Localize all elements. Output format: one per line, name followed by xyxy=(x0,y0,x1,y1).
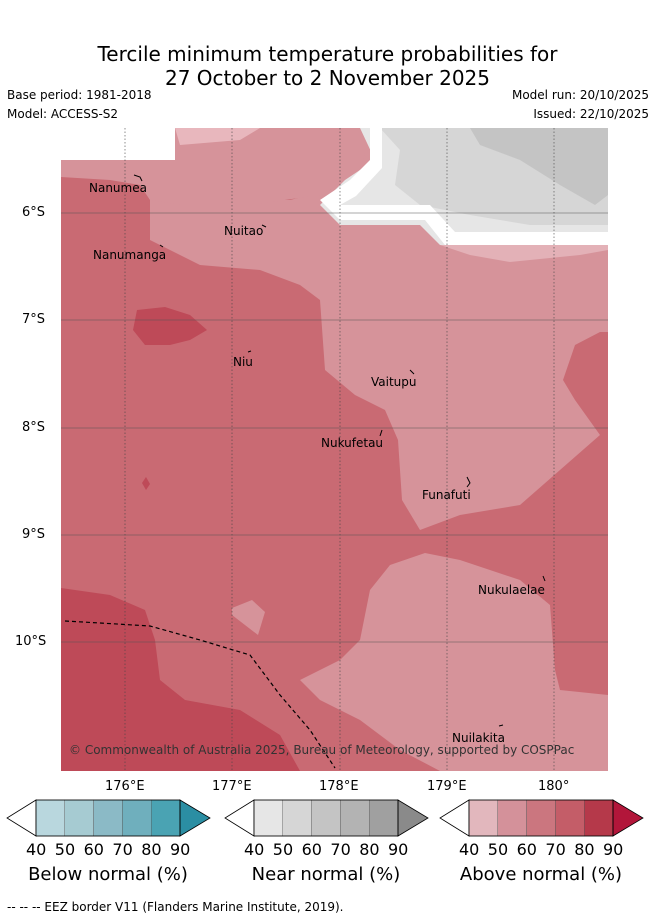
colorbar-above-cell xyxy=(584,799,614,837)
lon-label: 179°E xyxy=(427,779,467,794)
model-name: Model: ACCESS-S2 xyxy=(7,107,119,121)
lon-label: 178°E xyxy=(319,779,359,794)
colorbar-above-tick: 40 xyxy=(459,840,480,859)
lon-label: 176°E xyxy=(105,779,145,794)
place-nanumanga: Nanumanga xyxy=(93,248,167,262)
colorbar-near-tick: 90 xyxy=(388,840,409,859)
region-above-80-patch xyxy=(133,307,207,345)
region-above-60-patch xyxy=(232,600,265,635)
place-nuilakita: Nuilakita xyxy=(452,731,505,745)
region-near-60 xyxy=(470,128,608,205)
colorbar-below-cell xyxy=(122,799,152,837)
colorbar-near-cell xyxy=(253,799,283,837)
colorbar-above-cell xyxy=(468,799,498,837)
colorbar-near xyxy=(224,799,429,837)
colorbar-near-cell xyxy=(282,799,312,837)
model-run: Model run: 20/10/2025 xyxy=(511,88,649,102)
missing-data-band xyxy=(320,128,608,245)
region-above-80-dot xyxy=(142,477,150,490)
place-nuitao: Nuitao xyxy=(224,224,264,238)
colorbar-near-tick: 60 xyxy=(301,840,322,859)
lat-label: 8°S xyxy=(22,420,46,435)
probability-map xyxy=(61,128,608,771)
colorbar-above-tick: 80 xyxy=(574,840,595,859)
colorbar-near-cell xyxy=(311,799,341,837)
lat-label: 9°S xyxy=(22,527,46,542)
colorbar-above xyxy=(439,799,644,837)
colorbar-near-title: Near normal (%) xyxy=(251,864,401,885)
colorbar-near-cell xyxy=(369,799,399,837)
lat-label: 7°S xyxy=(22,312,46,327)
colorbar-below-tick: 80 xyxy=(141,840,162,859)
colorbar-near-max-arrow xyxy=(397,799,429,837)
colorbar-below-title: Below normal (%) xyxy=(28,864,188,885)
place-funafuti: Funafuti xyxy=(422,488,471,502)
place-nukulaelae: Nukulaelae xyxy=(478,583,545,597)
region-above-80-southwest xyxy=(61,588,300,771)
colorbar-below-tick: 40 xyxy=(26,840,47,859)
lat-label: 6°S xyxy=(22,205,46,220)
colorbar-near-tick: 70 xyxy=(330,840,351,859)
colorbar-above-cell xyxy=(555,799,585,837)
colorbar-near-tick: 40 xyxy=(244,840,265,859)
place-vaitupu: Vaitupu xyxy=(371,375,417,389)
issued-date: Issued: 22/10/2025 xyxy=(533,107,649,121)
copyright-notice: © Commonwealth of Australia 2025, Bureau… xyxy=(69,743,575,757)
island-marks xyxy=(133,174,546,727)
lat-label: 10°S xyxy=(15,634,47,649)
eez-border xyxy=(64,620,336,769)
colorbar-below-cell xyxy=(64,799,94,837)
colorbar-above-tick: 90 xyxy=(603,840,624,859)
colorbar-above-tick: 50 xyxy=(487,840,509,859)
eez-footnote: -- -- -- EEZ border V11 (Flanders Marine… xyxy=(7,900,344,914)
colorbar-below-tick: 90 xyxy=(170,840,191,859)
region-above-50 xyxy=(175,128,260,145)
latitude-gridlines xyxy=(61,212,608,643)
longitude-gridlines xyxy=(124,128,555,771)
colorbar-below-cell xyxy=(93,799,123,837)
colorbar-above-cell xyxy=(526,799,556,837)
colorbar-below-tick: 60 xyxy=(83,840,104,859)
title-line-1: Tercile minimum temperature probabilitie… xyxy=(97,42,558,66)
colorbar-above-title: Above normal (%) xyxy=(459,864,623,885)
lon-label: 177°E xyxy=(212,779,252,794)
colorbar-below-cell xyxy=(35,799,65,837)
place-niu: Niu xyxy=(233,355,253,369)
place-nanumea: Nanumea xyxy=(89,181,147,195)
colorbar-below-cell xyxy=(150,799,181,837)
base-period: Base period: 1981-2018 xyxy=(7,88,152,102)
colorbar-above-max-arrow xyxy=(612,799,644,837)
place-nukufetau: Nukufetau xyxy=(321,436,384,450)
lon-label: 180° xyxy=(538,779,570,794)
title-line-2: 27 October to 2 November 2025 xyxy=(164,66,491,90)
colorbar-above-tick: 60 xyxy=(516,840,537,859)
missing-data-strip xyxy=(61,128,175,160)
colorbar-near-tick: 50 xyxy=(272,840,294,859)
region-above-60-south xyxy=(300,553,608,771)
colorbar-below-tick: 50 xyxy=(54,840,76,859)
colorbar-below-tick: 70 xyxy=(112,840,133,859)
colorbar-below xyxy=(6,799,211,837)
colorbar-above-tick: 70 xyxy=(545,840,566,859)
colorbar-near-cell xyxy=(340,799,370,837)
colorbar-below-max-arrow xyxy=(179,799,211,837)
colorbar-above-cell xyxy=(497,799,527,837)
region-above-50-east xyxy=(440,245,608,262)
colorbar-near-tick: 80 xyxy=(359,840,380,859)
